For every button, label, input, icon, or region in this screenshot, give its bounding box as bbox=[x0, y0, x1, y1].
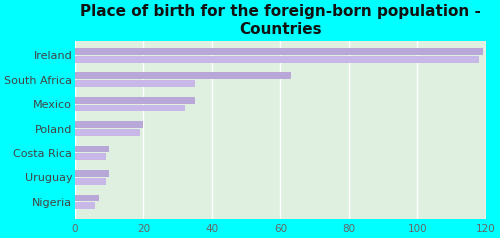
Bar bbox=[75, 146, 109, 153]
Bar bbox=[75, 170, 109, 177]
Bar bbox=[75, 104, 184, 111]
Bar bbox=[75, 194, 99, 201]
Bar bbox=[75, 202, 96, 209]
Bar bbox=[75, 80, 195, 87]
Bar bbox=[75, 56, 479, 63]
Bar bbox=[75, 178, 106, 185]
Title: Place of birth for the foreign-born population -
Countries: Place of birth for the foreign-born popu… bbox=[80, 4, 481, 37]
Bar bbox=[75, 48, 482, 55]
Bar bbox=[75, 154, 106, 160]
Bar bbox=[75, 129, 140, 136]
Bar bbox=[75, 97, 195, 104]
Bar bbox=[75, 72, 290, 79]
Bar bbox=[75, 121, 144, 128]
